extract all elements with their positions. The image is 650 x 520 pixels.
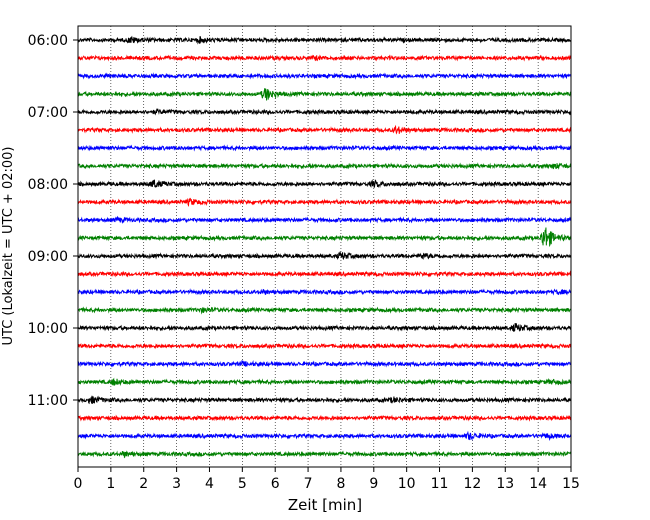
x-tick-label: 14 <box>529 476 547 492</box>
trace-line <box>77 414 572 422</box>
trace-line <box>77 108 572 116</box>
trace-line <box>77 395 572 405</box>
x-tick-label: 8 <box>336 476 345 492</box>
x-tick-label: 1 <box>106 476 115 492</box>
y-axis-label: UTC (Lokalzeit = UTC + 02:00) <box>1 147 16 346</box>
trace-line <box>77 197 572 207</box>
traces <box>77 35 572 459</box>
trace-line <box>77 124 572 135</box>
trace-line <box>77 88 572 101</box>
trace-line <box>77 35 572 45</box>
plot-frame <box>77 25 572 468</box>
trace-line <box>77 288 572 296</box>
trace-line <box>77 377 572 386</box>
y-tick-label: 09:00 <box>28 249 68 265</box>
x-axis: 0 1 2 3 4 5 6 7 8 9 10 11 12 13 14 15 <box>74 467 580 492</box>
x-tick-label: 6 <box>271 476 280 492</box>
x-tick-label: 0 <box>74 476 83 492</box>
trace-line <box>77 179 572 189</box>
y-tick-label: 07:00 <box>28 105 68 121</box>
y-tick-label: 08:00 <box>28 177 68 193</box>
x-tick-label: 7 <box>304 476 313 492</box>
x-tick-label: 5 <box>238 476 247 492</box>
x-tick-label: 10 <box>398 476 416 492</box>
trace-line <box>77 270 572 278</box>
y-tick-label: 11:00 <box>28 393 68 409</box>
trace-line <box>77 450 572 459</box>
trace-line <box>77 72 572 80</box>
x-tick-label: 13 <box>496 476 514 492</box>
x-tick-label: 15 <box>562 476 580 492</box>
trace-line <box>77 359 572 368</box>
trace-line <box>77 430 572 441</box>
trace-line <box>77 54 572 62</box>
x-tick-label: 2 <box>139 476 148 492</box>
plot-area <box>78 26 571 467</box>
trace-line <box>77 227 572 248</box>
x-tick-label: 12 <box>463 476 481 492</box>
trace-line <box>77 144 572 152</box>
x-tick-label: 11 <box>431 476 449 492</box>
x-tick-label: 3 <box>172 476 181 492</box>
trace-line <box>77 322 572 332</box>
x-tick-label: 9 <box>369 476 378 492</box>
y-tick-label: 10:00 <box>28 321 68 337</box>
x-axis-label: Zeit [min] <box>288 496 362 514</box>
y-axis: 06:00 07:00 08:00 09:00 10:00 11:00 <box>28 33 78 409</box>
trace-line <box>77 251 572 261</box>
trace-line <box>77 215 572 224</box>
trace-line <box>77 162 572 170</box>
trace-line <box>77 306 572 315</box>
y-tick-label: 06:00 <box>28 33 68 49</box>
x-tick-label: 4 <box>205 476 214 492</box>
trace-line <box>77 342 572 350</box>
